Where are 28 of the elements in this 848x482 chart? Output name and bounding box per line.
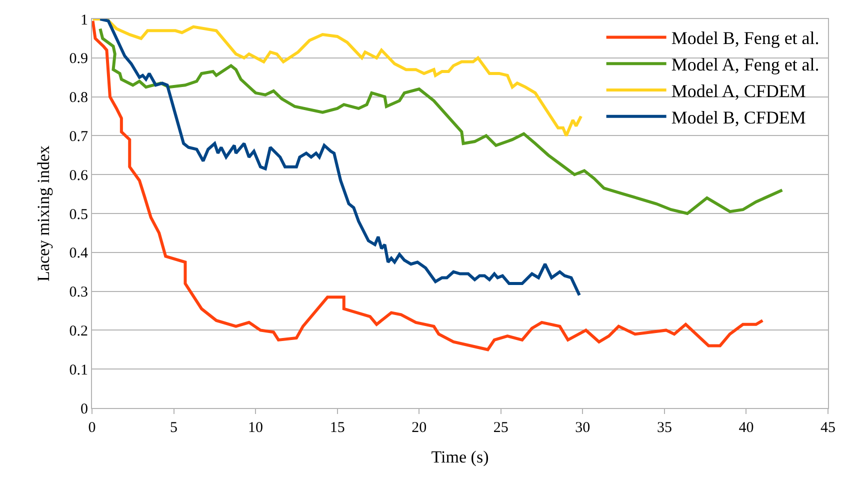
line-series xyxy=(92,19,583,138)
x-axis-title: Time (s) xyxy=(431,447,489,466)
legend-label: Model B, CFDEM xyxy=(671,107,806,128)
legend-label: Model A, Feng et al. xyxy=(671,54,820,75)
x-tick-label: 5 xyxy=(170,420,178,436)
x-tick-label: 15 xyxy=(330,420,345,436)
x-tick-label: 30 xyxy=(575,420,590,436)
y-tick-label: 0.2 xyxy=(69,323,88,340)
x-tick-label: 10 xyxy=(248,420,264,436)
y-tick-label: 1 xyxy=(80,12,88,28)
y-tick-label: 0.4 xyxy=(69,246,88,262)
line-series xyxy=(98,19,581,297)
x-tick-label: 40 xyxy=(738,420,754,436)
y-tick-label: 0.7 xyxy=(69,128,88,145)
y-tick-label: 0 xyxy=(80,401,88,418)
y-tick-label: 0.3 xyxy=(69,284,88,301)
y-tick-label: 0.9 xyxy=(69,51,88,68)
x-tick-label: 45 xyxy=(820,420,836,436)
y-tick-label: 0.5 xyxy=(69,206,88,223)
y-axis-title: Lacey mixing index xyxy=(34,145,53,282)
y-tick-label: 0.6 xyxy=(69,168,88,184)
y-tick-label: 0.8 xyxy=(69,90,88,106)
x-tick-label: 35 xyxy=(656,420,672,436)
x-tick-label: 25 xyxy=(493,420,508,436)
y-tick-label: 0.1 xyxy=(69,362,88,378)
legend-label: Model B, Feng et al. xyxy=(671,28,820,48)
legend-label: Model A, CFDEM xyxy=(671,81,806,102)
x-tick-label: 20 xyxy=(412,420,427,436)
